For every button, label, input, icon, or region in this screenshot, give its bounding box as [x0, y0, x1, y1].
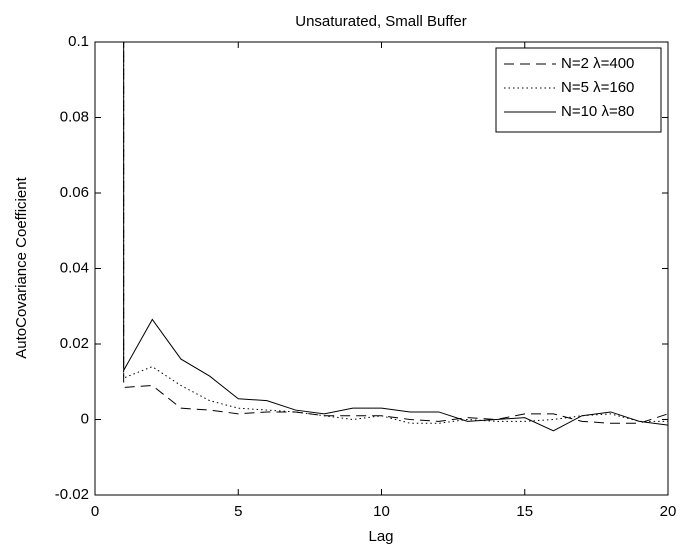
y-tick-label: 0.02	[60, 335, 89, 352]
y-tick-label: -0.02	[55, 486, 89, 503]
x-tick-label: 20	[660, 503, 677, 520]
x-tick-label: 15	[516, 503, 533, 520]
series-line	[123, 42, 668, 432]
legend-label: N=10 λ=80	[561, 103, 634, 120]
x-axis-label: Lag	[368, 528, 393, 545]
legend-box	[495, 47, 662, 133]
legend-label: N=2 λ=400	[561, 55, 634, 72]
y-tick-label: 0.1	[68, 33, 89, 50]
x-tick-label: 10	[373, 503, 390, 520]
chart-title: Unsaturated, Small Buffer	[295, 13, 466, 30]
y-tick-label: 0	[81, 410, 89, 427]
x-tick-label: 0	[91, 503, 99, 520]
y-tick-label: 0.06	[60, 184, 89, 201]
series-line	[123, 42, 668, 424]
y-axis-label: AutoCovariance Coefficient	[13, 176, 30, 358]
plot-lines	[123, 42, 668, 432]
legend-label: N=5 λ=160	[561, 79, 634, 96]
y-tick-label: 0.08	[60, 108, 89, 125]
y-tick-label: 0.04	[60, 259, 89, 276]
x-tick-label: 5	[234, 503, 242, 520]
